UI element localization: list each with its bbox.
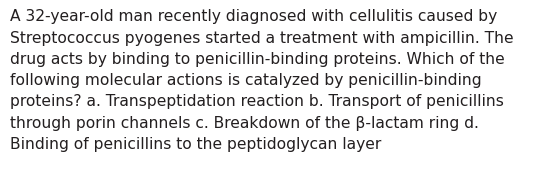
Text: A 32-year-old man recently diagnosed with cellulitis caused by
Streptococcus pyo: A 32-year-old man recently diagnosed wit… [10, 9, 514, 152]
